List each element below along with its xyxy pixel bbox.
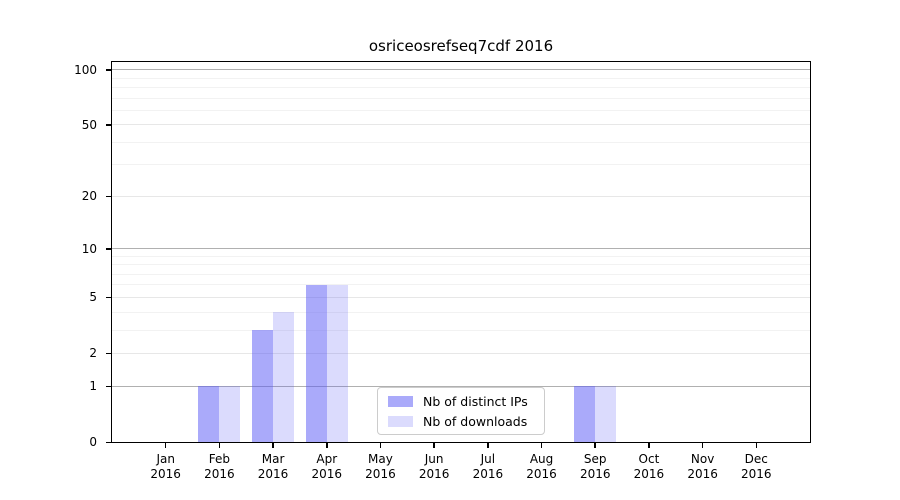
x-tick-mark-feb <box>218 443 221 448</box>
x-tick-mark-nov <box>701 443 704 448</box>
x-tick-label-dec: Dec 2016 <box>741 452 772 481</box>
y-tick-mark-1 <box>106 385 111 388</box>
y-tick-mark-5 <box>106 296 111 299</box>
chart-title: osriceosrefseq7cdf 2016 <box>368 37 554 55</box>
y-tick-label-1: 1 <box>89 379 97 394</box>
legend-label-distinct-ips: Nb of distinct IPs <box>423 393 528 409</box>
gridline-minor-6 <box>112 284 810 286</box>
y-tick-label-0: 0 <box>89 435 97 449</box>
gridline-minor-30 <box>112 164 810 166</box>
bar-downloads-mar <box>273 312 295 442</box>
x-tick-label-apr: Apr 2016 <box>311 452 343 481</box>
gridline-major-2 <box>112 352 810 354</box>
gridline-major-20 <box>112 195 810 197</box>
y-tick-label-10: 10 <box>81 241 97 256</box>
x-tick-label-aug: Aug 2016 <box>526 452 557 481</box>
bar-downloads-apr <box>326 284 348 442</box>
gridline-minor-9 <box>112 255 810 257</box>
y-tick-label-100: 100 <box>74 62 97 77</box>
x-tick-mark-may <box>379 443 382 448</box>
gridline-minor-70 <box>112 97 810 99</box>
gridline-minor-4 <box>112 311 810 313</box>
gridline-decade-1 <box>112 385 810 387</box>
x-tick-label-feb: Feb 2016 <box>204 452 235 481</box>
plot-area: Nb of distinct IPs Nb of downloads <box>111 61 811 443</box>
x-tick-label-nov: Nov 2016 <box>687 452 718 481</box>
y-tick-label-50: 50 <box>81 117 97 132</box>
gridline-decade-100 <box>112 69 810 71</box>
y-tick-mark-50 <box>106 124 111 126</box>
y-tick-mark-100 <box>106 69 111 71</box>
y-tick-mark-2 <box>106 352 111 355</box>
gridline-major-50 <box>112 124 810 126</box>
x-tick-mark-jul <box>487 443 489 448</box>
y-tick-mark-0 <box>106 441 111 443</box>
x-tick-mark-mar <box>272 443 274 448</box>
x-tick-label-jul: Jul 2016 <box>472 452 504 481</box>
x-axis: Jan 2016 Feb 2016 Mar 2016 Apr 2016 May 2016… <box>112 443 810 498</box>
y-tick-mark-10 <box>106 248 111 250</box>
bar-distinct-ips-sep <box>574 386 596 442</box>
x-tick-label-mar: Mar 2016 <box>257 452 289 481</box>
legend-swatch-distinct-ips <box>388 395 413 407</box>
gridline-major-5 <box>112 296 810 298</box>
legend-label-downloads: Nb of downloads <box>423 413 528 429</box>
gridline-minor-60 <box>112 109 810 111</box>
gridline-minor-8 <box>112 264 810 266</box>
y-axis: 0 1 2 5 10 20 50 100 <box>0 62 111 449</box>
y-tick-mark-20 <box>106 195 111 198</box>
x-tick-mark-aug <box>540 443 543 448</box>
y-tick-label-2: 2 <box>89 346 97 361</box>
bar-distinct-ips-feb <box>198 386 220 442</box>
gridline-minor-3 <box>112 329 810 331</box>
x-tick-label-oct: Oct 2016 <box>633 452 665 481</box>
y-tick-label-20: 20 <box>81 189 97 204</box>
legend-swatch-downloads <box>388 415 413 427</box>
legend: Nb of distinct IPs Nb of downloads <box>377 387 545 435</box>
bar-downloads-sep <box>595 386 617 442</box>
x-tick-mark-sep <box>594 443 596 448</box>
gridline-minor-7 <box>112 273 810 275</box>
gridline-minor-80 <box>112 86 810 88</box>
legend-item-downloads: Nb of downloads <box>388 414 534 429</box>
x-tick-mark-jun <box>433 443 435 448</box>
bar-downloads-feb <box>219 386 241 442</box>
bar-distinct-ips-mar <box>252 330 274 442</box>
gridline-minor-40 <box>112 141 810 143</box>
x-tick-label-jun: Jun 2016 <box>418 452 450 481</box>
x-tick-mark-dec <box>755 443 758 448</box>
y-tick-label-5: 5 <box>89 290 97 305</box>
x-tick-label-jan: Jan 2016 <box>150 452 181 481</box>
bar-distinct-ips-apr <box>305 284 327 442</box>
x-tick-label-may: May 2016 <box>365 452 396 481</box>
x-tick-mark-apr <box>326 443 328 448</box>
x-tick-label-sep: Sep 2016 <box>579 452 611 481</box>
x-tick-mark-jan <box>164 443 167 448</box>
gridline-decade-10 <box>112 248 810 250</box>
legend-item-distinct-ips: Nb of distinct IPs <box>388 394 534 409</box>
x-tick-mark-oct <box>648 443 650 448</box>
gridline-minor-90 <box>112 77 810 79</box>
